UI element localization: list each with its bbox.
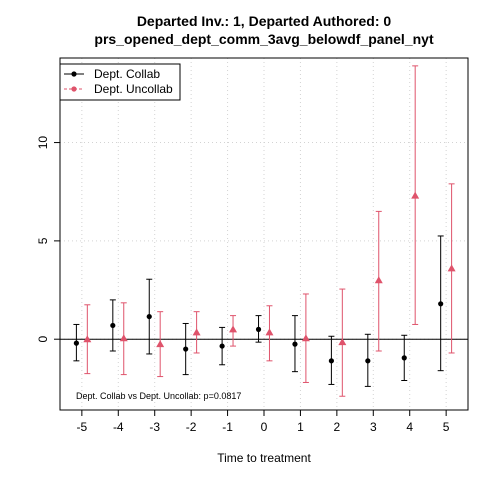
y-axis: 0 5 10 bbox=[36, 136, 61, 343]
legend-marker-uncollab bbox=[71, 86, 77, 92]
data-point bbox=[365, 358, 371, 364]
y-tick-label: 5 bbox=[36, 237, 50, 244]
x-tick-label: -4 bbox=[113, 420, 124, 434]
data-point bbox=[265, 328, 274, 336]
y-tick-label: 10 bbox=[36, 136, 50, 150]
series-layer bbox=[73, 65, 456, 397]
legend-item-collab: Dept. Collab bbox=[64, 67, 160, 81]
p-value-annotation: Dept. Collab vs Dept. Uncollab: p=0.0817 bbox=[76, 391, 241, 401]
x-axis-label: Time to treatment bbox=[217, 451, 311, 465]
data-point bbox=[146, 313, 152, 320]
data-point bbox=[192, 328, 201, 336]
data-point bbox=[338, 338, 347, 346]
x-tick-label: 1 bbox=[297, 420, 304, 434]
legend-box bbox=[59, 63, 181, 101]
data-point bbox=[255, 326, 262, 332]
legend: Dept. Collab Dept. Uncollab bbox=[59, 63, 181, 101]
data-point bbox=[401, 355, 407, 361]
y-tick-label: 0 bbox=[36, 336, 50, 343]
data-point bbox=[438, 301, 444, 307]
data-point bbox=[83, 335, 92, 343]
data-point bbox=[119, 334, 128, 342]
data-point bbox=[73, 340, 79, 346]
x-tick-label: 3 bbox=[370, 420, 377, 434]
legend-label-collab: Dept. Collab bbox=[94, 67, 160, 81]
data-point bbox=[301, 334, 310, 342]
data-point bbox=[328, 358, 334, 364]
legend-marker-collab bbox=[71, 71, 77, 77]
x-tick-label: -5 bbox=[77, 420, 88, 434]
x-tick-label: -3 bbox=[149, 420, 160, 434]
x-axis: -5 -4 -3 -2 -1 0 1 2 3 4 5 bbox=[77, 409, 450, 434]
x-tick-label: 0 bbox=[261, 420, 268, 434]
series bbox=[73, 235, 444, 387]
x-tick-label: -2 bbox=[186, 420, 197, 434]
x-tick-label: 4 bbox=[406, 420, 413, 434]
data-point bbox=[183, 346, 189, 352]
data-point bbox=[374, 276, 383, 284]
data-point bbox=[411, 191, 420, 199]
data-point bbox=[156, 340, 165, 348]
legend-label-uncollab: Dept. Uncollab bbox=[94, 82, 173, 96]
grid bbox=[60, 58, 468, 410]
chart-title: Departed Inv.: 1, Departed Authored: 0 bbox=[137, 13, 392, 29]
data-point bbox=[219, 343, 225, 349]
x-tick-label: -1 bbox=[222, 420, 233, 434]
data-point bbox=[229, 325, 238, 333]
data-point bbox=[292, 341, 298, 347]
chart-subtitle: prs_opened_dept_comm_3avg_belowdf_panel_… bbox=[94, 31, 434, 47]
data-point bbox=[447, 264, 456, 272]
data-point bbox=[110, 322, 116, 329]
legend-item-uncollab: Dept. Uncollab bbox=[64, 82, 173, 96]
x-tick-label: 5 bbox=[443, 420, 450, 434]
x-tick-label: 2 bbox=[334, 420, 341, 434]
series bbox=[83, 65, 456, 397]
